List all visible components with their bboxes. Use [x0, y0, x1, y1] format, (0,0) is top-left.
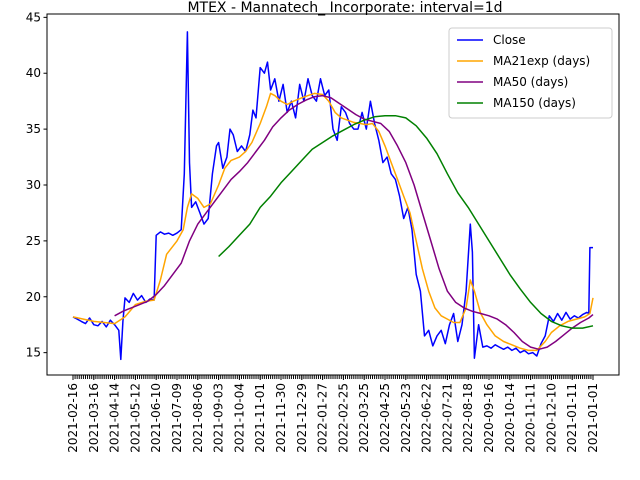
series-line-2	[114, 94, 594, 351]
x-tick-label-4: 2021-06-10	[149, 383, 163, 453]
x-tick-label-12: 2022-01-27	[316, 383, 330, 453]
x-tick-label-13: 2022-02-25	[336, 383, 350, 453]
x-tick-label-3: 2021-05-12	[128, 383, 142, 453]
x-tick-label-18: 2022-07-21	[440, 383, 454, 453]
plot-frame	[46, 13, 620, 376]
x-tick-label-23: 2020-12-10	[544, 383, 558, 453]
y-tick-label-1: 20	[26, 290, 41, 304]
x-tick-label-25: 2021-01-01	[586, 383, 600, 453]
x-tick-label-21: 2020-10-14	[503, 383, 517, 453]
x-tick-label-16: 2022-05-23	[399, 383, 413, 453]
x-tick-label-15: 2022-04-25	[378, 383, 392, 453]
x-tick-label-7: 2021-09-03	[212, 383, 226, 453]
y-tick-label-4: 35	[26, 122, 41, 136]
y-axis: 15 20 25 30 35 40 45	[26, 10, 47, 360]
plot-area	[72, 31, 594, 361]
chart-title: MTEX - Mannatech_ Incorporate: interval=…	[187, 0, 502, 16]
legend-label-1: MA21exp (days)	[493, 54, 590, 68]
x-axis: 2021-02-16 2021-03-16 2021-04-14 2021-05-12…	[66, 375, 600, 453]
x-tick-label-6: 2021-08-06	[191, 383, 205, 453]
x-tick-label-10: 2021-11-30	[274, 383, 288, 453]
x-tick-label-2: 2021-04-14	[108, 383, 122, 453]
x-tick-label-19: 2022-08-18	[461, 383, 475, 453]
series-line-0	[72, 31, 593, 361]
x-tick-label-11: 2021-12-29	[295, 383, 309, 453]
legend-box	[448, 27, 613, 119]
legend-label-2: MA50 (days)	[493, 75, 568, 89]
y-tick-label-3: 30	[26, 178, 41, 192]
x-tick-label-1: 2021-03-16	[87, 383, 101, 453]
y-tick-label-0: 15	[26, 346, 41, 360]
series-line-1	[72, 92, 594, 352]
x-tick-label-17: 2022-06-22	[420, 383, 434, 453]
y-tick-label-6: 45	[26, 10, 41, 24]
series-line-3	[218, 114, 594, 329]
x-tick-label-22: 2020-11-11	[524, 383, 538, 453]
y-tick-label-5: 40	[26, 66, 41, 80]
legend: Close MA21exp (days) MA50 (days) MA150 (day…	[448, 27, 613, 119]
x-tick-label-8: 2021-10-04	[232, 383, 246, 453]
x-tick-label-0: 2021-02-16	[66, 383, 80, 453]
legend-label-3: MA150 (days)	[493, 96, 576, 110]
x-tick-label-14: 2022-03-25	[357, 383, 371, 453]
x-tick-label-5: 2021-07-09	[170, 383, 184, 453]
x-tick-label-9: 2021-11-01	[253, 383, 267, 453]
legend-label-0: Close	[493, 33, 526, 47]
x-tick-label-20: 2020-09-16	[482, 383, 496, 453]
y-tick-label-2: 25	[26, 234, 41, 248]
x-tick-label-24: 2021-01-11	[565, 383, 579, 453]
